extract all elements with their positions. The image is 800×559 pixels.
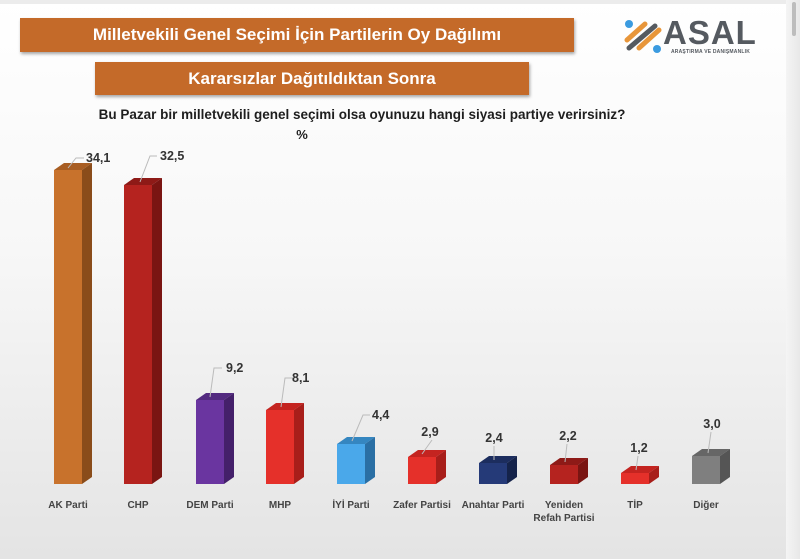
- chart-title: Milletvekili Genel Seçimi İçin Partileri…: [92, 25, 502, 44]
- bar-zafer-partisi: 2,9 Zafer Partisi: [393, 425, 451, 511]
- asal-logo-icon: [624, 20, 662, 53]
- value-label: 3,0: [703, 417, 720, 431]
- value-label: 2,9: [421, 425, 438, 439]
- bar-dem-parti: 9,2 DEM Parti: [186, 361, 243, 511]
- value-label: 9,2: [226, 361, 243, 375]
- bar-yeniden-refah-partisi: 2,2 Yeniden Refah Partisi: [533, 429, 594, 524]
- value-label: 2,4: [485, 431, 502, 445]
- bar-tip: 1,2 TİP: [621, 441, 659, 511]
- asal-logo: ASAL ARAŞTIRMA VE DANIŞMANLIK: [623, 14, 773, 58]
- category-label: Anahtar Parti: [462, 500, 525, 511]
- category-label: AK Parti: [48, 500, 88, 511]
- category-label: MHP: [269, 500, 292, 511]
- unit-label: %: [296, 127, 308, 142]
- logo-tagline: ARAŞTIRMA VE DANIŞMANLIK: [671, 49, 751, 55]
- chart-subtitle: Kararsızlar Dağıtıldıktan Sonra: [188, 68, 436, 88]
- chart-title-banner: Milletvekili Genel Seçimi İçin Partileri…: [20, 18, 574, 52]
- bar-mhp: 8,1 MHP: [266, 371, 309, 511]
- bar-ak-parti: 34,1 AK Parti: [48, 151, 110, 511]
- chart-subtitle-banner: Kararsızlar Dağıtıldıktan Sonra: [95, 62, 529, 95]
- category-label: Zafer Partisi: [393, 500, 451, 511]
- logo-wordmark: ASAL: [663, 14, 757, 51]
- category-label-line2: Refah Partisi: [533, 513, 594, 524]
- value-label: 4,4: [372, 408, 389, 422]
- bar-iyi-parti: 4,4 İYİ Parti: [332, 408, 389, 511]
- value-label: 2,2: [559, 429, 576, 443]
- value-label: 34,1: [86, 151, 110, 165]
- scrollbar-track[interactable]: [786, 0, 800, 559]
- value-label: 8,1: [292, 371, 309, 385]
- category-label: DEM Parti: [186, 500, 233, 511]
- category-label: İYİ Parti: [332, 498, 369, 511]
- bar-anahtar-parti: 2,4 Anahtar Parti: [462, 431, 525, 511]
- scrollbar-thumb[interactable]: [792, 2, 796, 36]
- category-label-line1: Yeniden: [545, 500, 583, 511]
- survey-question: Bu Pazar bir milletvekili genel seçimi o…: [98, 107, 626, 122]
- category-label: CHP: [127, 500, 148, 511]
- category-label: Diğer: [693, 500, 719, 511]
- bar-diger: 3,0 Diğer: [692, 417, 730, 511]
- value-label: 32,5: [160, 149, 184, 163]
- category-label: TİP: [627, 498, 643, 511]
- bar-chp: 32,5 CHP: [124, 149, 184, 511]
- value-label: 1,2: [630, 441, 647, 455]
- window-top-edge: [0, 0, 800, 4]
